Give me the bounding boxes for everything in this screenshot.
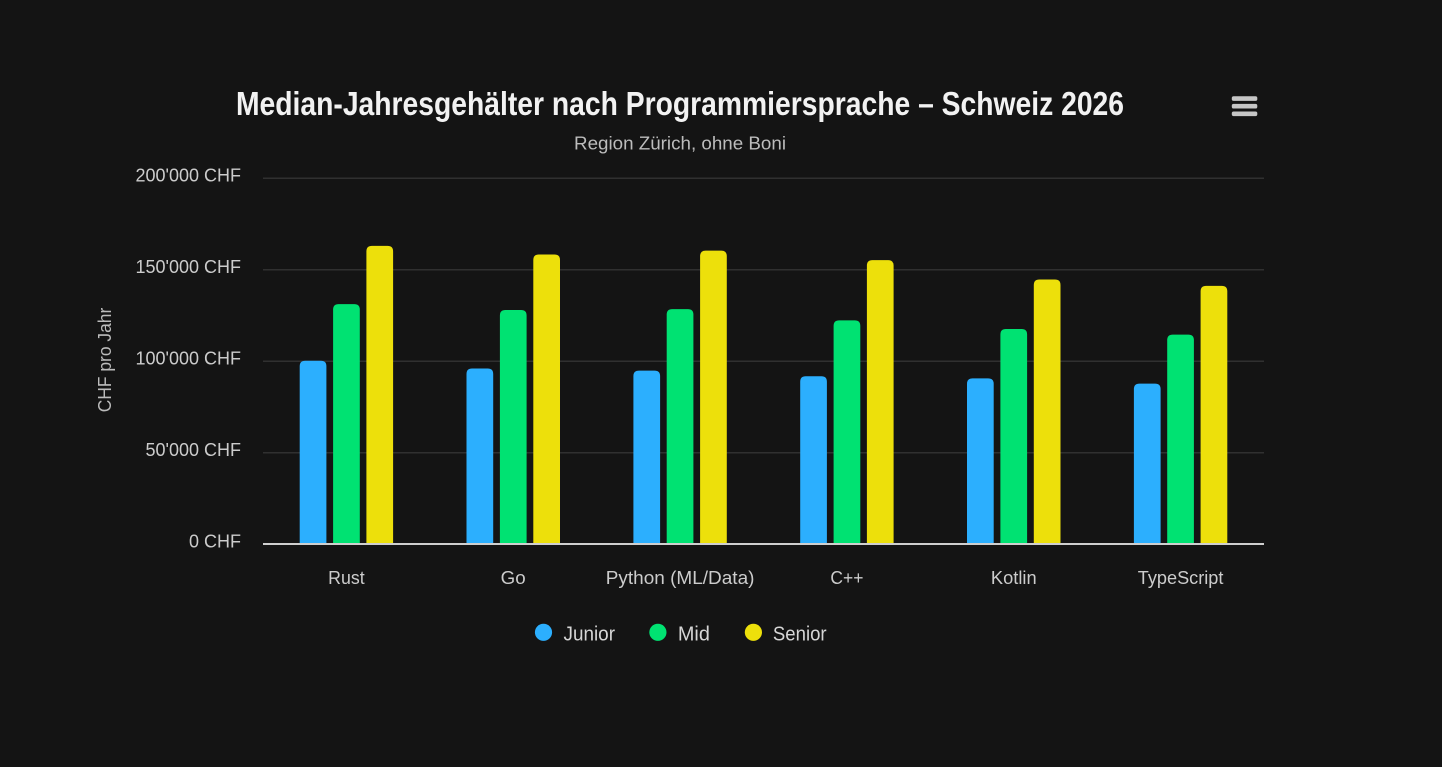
svg-text:Kotlin: Kotlin [991, 568, 1037, 588]
svg-text:200'000 CHF: 200'000 CHF [136, 166, 242, 186]
svg-text:Python (ML/Data): Python (ML/Data) [606, 568, 755, 588]
svg-text:Region Zürich, ohne Boni: Region Zürich, ohne Boni [574, 134, 786, 154]
svg-text:Junior: Junior [564, 623, 616, 645]
svg-text:TypeScript: TypeScript [1138, 568, 1224, 588]
svg-text:Mid: Mid [678, 623, 710, 645]
svg-text:150'000 CHF: 150'000 CHF [136, 257, 242, 277]
svg-text:100'000 CHF: 100'000 CHF [136, 349, 242, 369]
svg-text:50'000 CHF: 50'000 CHF [146, 440, 241, 460]
svg-text:0 CHF: 0 CHF [189, 532, 241, 552]
svg-text:C++: C++ [830, 568, 863, 588]
svg-text:CHF pro Jahr: CHF pro Jahr [95, 308, 115, 413]
svg-text:Go: Go [501, 568, 526, 588]
svg-text:Senior: Senior [773, 623, 827, 645]
svg-text:Median-Jahresgehälter nach Pro: Median-Jahresgehälter nach Programmiersp… [236, 85, 1124, 122]
svg-text:Rust: Rust [328, 568, 365, 588]
